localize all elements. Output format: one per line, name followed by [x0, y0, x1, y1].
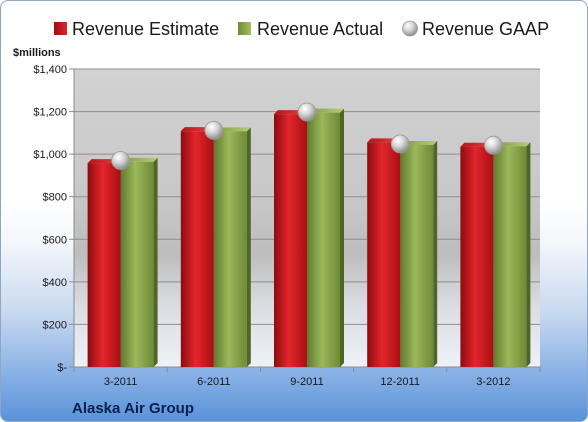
marker-revenue-gaap-12-2011 [390, 134, 410, 154]
bar-revenue-estimate-6-2011 [180, 127, 218, 367]
y-tick-label-2: $400 [43, 277, 67, 289]
marker-revenue-gaap-3-2011 [111, 151, 130, 170]
bar-revenue-actual-9-2011 [307, 108, 344, 367]
legend-label-revenue-actual: Revenue Actual [257, 19, 383, 39]
bar-face-revenue-actual-3-2011 [120, 161, 154, 367]
legend-swatch-revenue-actual [238, 22, 251, 35]
bar-face-revenue-actual-9-2011 [307, 112, 340, 367]
x-tick-label-3-2012: 3-2012 [476, 376, 510, 388]
company-label: Alaska Air Group [72, 400, 194, 417]
marker-revenue-gaap-6-2011 [204, 120, 224, 140]
bar-face-revenue-actual-6-2011 [213, 131, 247, 367]
bar-face-revenue-estimate-12-2011 [367, 142, 401, 367]
legend-label-revenue-gaap: Revenue GAAP [422, 19, 549, 39]
y-tick-label-1: $200 [43, 319, 67, 331]
bar-revenue-estimate-3-2011 [87, 159, 125, 367]
y-tick-label-4: $800 [43, 192, 67, 204]
x-tick-label-3-2011: 3-2011 [104, 376, 137, 388]
legend-marker-revenue-gaap [402, 20, 418, 37]
bar-revenue-actual-3-2012 [493, 142, 531, 367]
bar-face-revenue-estimate-6-2011 [180, 131, 214, 367]
bar-revenue-estimate-9-2011 [274, 110, 311, 367]
bar-revenue-actual-3-2011 [120, 157, 158, 367]
bar-side-revenue-actual-9-2011 [340, 108, 344, 367]
legend-swatch-revenue-estimate [54, 22, 67, 35]
y-axis-ticks: $- $200 $400 $600 $800 $1,000 $1,200 $1,400 [33, 64, 74, 374]
y-tick-label-3: $600 [43, 234, 67, 246]
bar-face-revenue-actual-12-2011 [400, 144, 434, 367]
y-tick-label-6: $1,200 [33, 107, 67, 119]
bar-revenue-actual-12-2011 [400, 140, 438, 367]
y-tick-label-7: $1,400 [33, 64, 67, 76]
bar-side-revenue-actual-6-2011 [246, 127, 251, 367]
legend-item-revenue-gaap: Revenue GAAP [402, 19, 549, 39]
x-tick-label-12-2011: 12-2011 [380, 376, 420, 388]
x-tick-label-9-2011: 9-2011 [290, 376, 323, 388]
bar-revenue-estimate-12-2011 [367, 138, 405, 367]
bar-side-revenue-actual-3-2011 [153, 157, 158, 367]
bar-face-revenue-estimate-3-2011 [87, 163, 121, 367]
y-axis-unit-label: $millions [13, 47, 61, 59]
bar-side-revenue-actual-3-2012 [526, 142, 531, 367]
bar-face-revenue-actual-3-2012 [493, 146, 527, 367]
bar-revenue-actual-6-2011 [213, 127, 251, 367]
y-tick-label-0: $- [57, 362, 67, 374]
bar-face-revenue-estimate-3-2012 [460, 146, 494, 367]
y-tick-label-5: $1,000 [33, 149, 67, 161]
gaap-markers [111, 102, 503, 170]
bar-revenue-estimate-3-2012 [460, 142, 498, 367]
legend-item-revenue-actual: Revenue Actual [238, 19, 383, 39]
x-axis-ticks: 3-2011 6-2011 9-2011 12-2011 3-2012 [73, 367, 541, 388]
bar-face-revenue-estimate-9-2011 [274, 114, 307, 367]
legend: Revenue Estimate Revenue Actual Revenue … [54, 19, 549, 39]
marker-revenue-gaap-3-2012 [483, 135, 503, 155]
x-tick-label-6-2011: 6-2011 [197, 376, 230, 388]
legend-item-revenue-estimate: Revenue Estimate [54, 19, 219, 39]
bars [87, 108, 531, 367]
marker-revenue-gaap-9-2011 [297, 102, 317, 122]
bar-side-revenue-actual-12-2011 [433, 140, 438, 367]
legend-label-revenue-estimate: Revenue Estimate [72, 19, 219, 39]
